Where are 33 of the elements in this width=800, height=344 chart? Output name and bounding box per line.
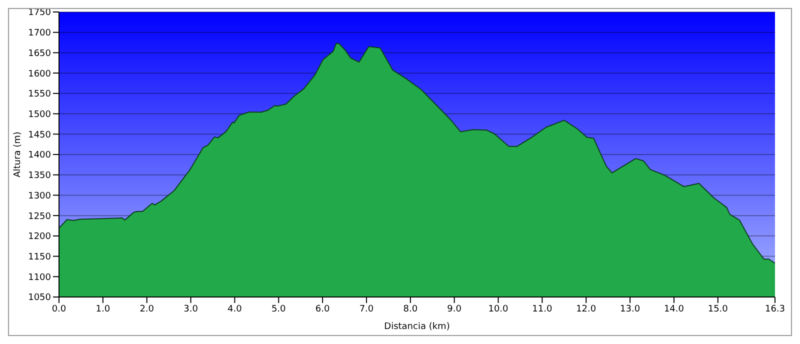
y-tick-label: 1350 [28,171,52,182]
y-tick-label: 1650 [28,48,52,59]
y-tick-label: 1250 [28,212,52,222]
x-tick-label: 16.3 [764,304,786,314]
x-tick-label: 7.0 [359,304,374,314]
y-tick-label: 1550 [28,90,52,100]
y-tick-label: 1100 [28,272,52,283]
y-tick-label: 1450 [28,130,52,140]
x-tick-label: 15.0 [708,304,728,314]
x-tick-label: 10.0 [488,304,509,314]
y-tick-label: 1300 [28,191,52,202]
x-tick-label: 14.0 [664,304,684,314]
y-tick-label: 1700 [28,28,52,39]
x-tick-label: 2.0 [140,304,154,314]
x-tick-label: 0.0 [52,304,66,314]
y-axis-title: Altura (m) [13,132,24,178]
x-tick-label: 3.0 [184,304,198,314]
x-tick-label: 12.0 [576,304,596,314]
x-tick-label: 4.0 [228,304,242,314]
x-tick-label: 11.0 [532,304,552,314]
y-tick-label: 1150 [28,252,52,262]
x-tick-label: 9.0 [447,304,462,314]
x-tick-label: 8.0 [403,304,418,314]
y-tick-label: 1200 [28,232,52,242]
x-tick-label: 5.0 [271,304,286,314]
y-tick-label: 1400 [28,150,52,161]
y-tick-label: 1500 [28,110,52,120]
x-axis-title: Distancia (km) [384,322,450,332]
x-tick-label: 13.0 [620,304,640,314]
y-tick-label: 1050 [28,293,52,304]
y-tick-label: 1600 [28,69,52,80]
x-tick-label: 1.0 [96,304,110,314]
x-tick-label: 6.0 [315,304,330,314]
